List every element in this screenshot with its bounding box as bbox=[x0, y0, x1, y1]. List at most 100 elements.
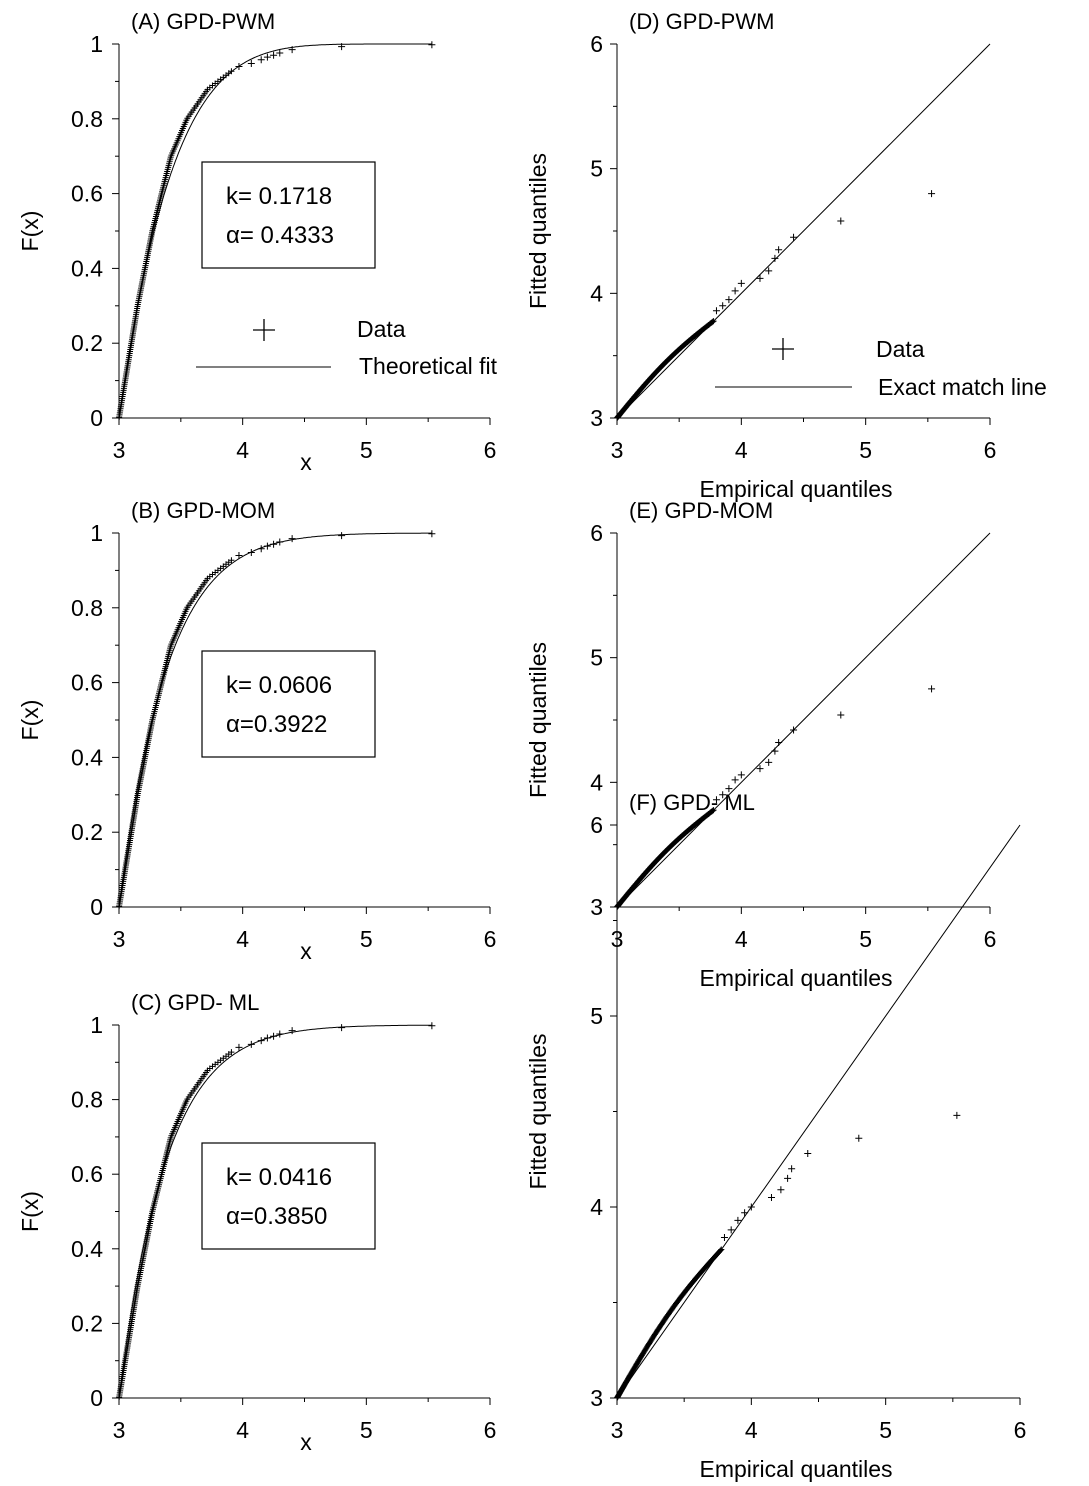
data-point bbox=[731, 776, 739, 784]
data-point bbox=[804, 1150, 812, 1158]
data-point bbox=[837, 217, 845, 225]
data-point bbox=[719, 791, 727, 799]
data-point bbox=[725, 785, 733, 793]
data-point bbox=[247, 548, 255, 556]
x-tick-label: 3 bbox=[113, 437, 126, 463]
y-tick-label: 4 bbox=[590, 280, 603, 306]
data-point bbox=[777, 1186, 785, 1194]
x-tick-label: 3 bbox=[113, 926, 126, 952]
x-tick-label: 5 bbox=[859, 926, 872, 952]
x-tick-label: 4 bbox=[735, 437, 748, 463]
data-point bbox=[790, 726, 798, 734]
legend-data-marker bbox=[253, 319, 275, 341]
x-tick-label: 3 bbox=[611, 437, 624, 463]
data-point bbox=[710, 318, 717, 325]
y-axis-label: F(x) bbox=[17, 700, 43, 741]
exact-match-line bbox=[616, 824, 1021, 1399]
data-point bbox=[837, 711, 845, 719]
data-point bbox=[717, 1247, 724, 1254]
x-tick-label: 4 bbox=[236, 1417, 249, 1443]
data-point bbox=[737, 771, 745, 779]
data-point bbox=[235, 551, 243, 559]
legend-data-label: Data bbox=[876, 336, 925, 362]
y-tick-label: 6 bbox=[590, 520, 603, 546]
data-point bbox=[775, 246, 783, 254]
data-point bbox=[228, 1049, 235, 1056]
y-tick-label: 0.6 bbox=[71, 181, 103, 207]
data-point bbox=[771, 747, 779, 755]
y-tick-label: 3 bbox=[590, 894, 603, 920]
y-tick-label: 3 bbox=[590, 405, 603, 431]
y-axis-label: F(x) bbox=[17, 1191, 43, 1232]
y-tick-label: 0.2 bbox=[71, 1310, 103, 1336]
data-point bbox=[712, 307, 720, 315]
data-point bbox=[756, 765, 764, 773]
x-tick-label: 6 bbox=[1014, 1417, 1027, 1443]
y-tick-label: 5 bbox=[590, 1003, 603, 1029]
parameter-k: k= 0.1718 bbox=[226, 183, 332, 210]
exact-match-line bbox=[616, 532, 991, 908]
y-tick-label: 1 bbox=[90, 1012, 103, 1038]
data-point bbox=[428, 41, 436, 49]
y-tick-label: 0.8 bbox=[71, 595, 103, 621]
x-tick-label: 6 bbox=[484, 926, 497, 952]
data-point bbox=[855, 1134, 863, 1142]
data-point bbox=[928, 685, 936, 693]
legend-data-marker bbox=[772, 338, 794, 360]
data-point bbox=[338, 1024, 346, 1032]
x-tick-label: 4 bbox=[236, 437, 249, 463]
legend-line-label: Exact match line bbox=[878, 374, 1047, 400]
panel-b: 3 4 5 6 0 0.2 0.4 0.6 0.8 1 (B) GPD-MOM x F(x) k= 0.0… bbox=[17, 498, 496, 964]
exact-match-line bbox=[616, 43, 991, 419]
data-point bbox=[276, 49, 284, 57]
y-tick-label: 6 bbox=[590, 812, 603, 838]
y-tick-label: 0.4 bbox=[71, 1236, 103, 1262]
data-point bbox=[257, 1037, 265, 1045]
panel-title: (E) GPD-MOM bbox=[629, 498, 773, 523]
parameter-box bbox=[201, 1142, 376, 1250]
x-axis-label: x bbox=[300, 938, 312, 964]
parameter-alpha: α= 0.4333 bbox=[226, 222, 334, 249]
y-tick-label: 6 bbox=[590, 31, 603, 57]
data-point bbox=[784, 1174, 792, 1182]
y-tick-label: 3 bbox=[590, 1385, 603, 1411]
x-tick-label: 4 bbox=[735, 926, 748, 952]
panel-title: (F) GPD- ML bbox=[629, 790, 755, 815]
data-point bbox=[276, 1030, 284, 1038]
x-tick-label: 3 bbox=[113, 1417, 126, 1443]
data-point bbox=[741, 1209, 749, 1217]
panel-a: 3 4 5 6 0 0.2 0.4 0.6 0.8 1 (A) GPD-PWM x F(x) k= 0.1… bbox=[17, 9, 498, 475]
data-point bbox=[263, 53, 271, 61]
data-point bbox=[257, 545, 265, 553]
data-point bbox=[270, 1032, 278, 1040]
panel-title: (C) GPD- ML bbox=[131, 990, 259, 1015]
y-axis-label: Fitted quantiles bbox=[525, 153, 551, 309]
x-tick-label: 5 bbox=[360, 926, 373, 952]
y-tick-label: 0 bbox=[90, 1385, 103, 1411]
data-point bbox=[928, 190, 936, 198]
data-point bbox=[720, 1234, 728, 1242]
x-axis-label: Empirical quantiles bbox=[699, 965, 892, 991]
theoretical-fit-curve bbox=[118, 43, 432, 419]
data-point bbox=[276, 538, 284, 546]
data-point bbox=[709, 807, 716, 814]
data-point bbox=[288, 46, 296, 54]
y-tick-label: 0.4 bbox=[71, 255, 103, 281]
panel-title: (A) GPD-PWM bbox=[131, 9, 275, 34]
x-axis-label: Empirical quantiles bbox=[699, 476, 892, 502]
legend-data-label: Data bbox=[357, 316, 406, 342]
y-tick-label: 1 bbox=[90, 31, 103, 57]
data-point bbox=[288, 1027, 296, 1035]
x-tick-label: 5 bbox=[360, 1417, 373, 1443]
data-point bbox=[731, 287, 739, 295]
parameter-k: k= 0.0416 bbox=[226, 1164, 332, 1191]
data-point bbox=[734, 1216, 742, 1224]
data-point bbox=[790, 233, 798, 241]
data-point bbox=[767, 1193, 775, 1201]
parameter-alpha: α=0.3850 bbox=[226, 1203, 327, 1230]
data-point bbox=[428, 1022, 436, 1030]
y-tick-label: 4 bbox=[590, 1194, 603, 1220]
panel-c: 3 4 5 6 0 0.2 0.4 0.6 0.8 1 (C) GPD- ML x F(x) k= 0.0… bbox=[17, 990, 496, 1455]
data-point bbox=[725, 296, 733, 304]
